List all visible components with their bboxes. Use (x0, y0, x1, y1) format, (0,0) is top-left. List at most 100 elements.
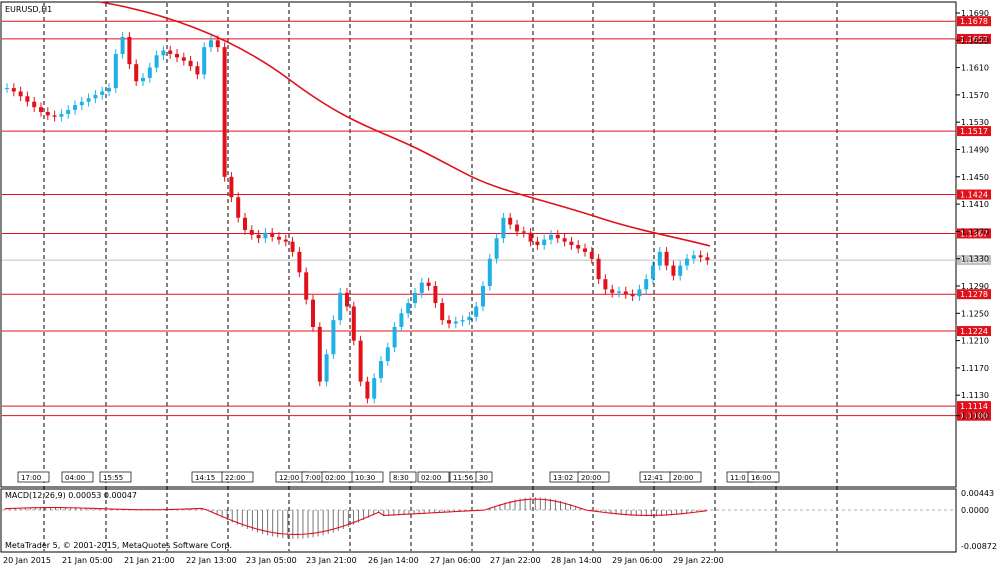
candle-body (5, 88, 9, 90)
trade-marker-label: 15:55 (103, 474, 123, 482)
trade-marker-label: 11:56 (453, 474, 474, 482)
copyright-text: MetaTrader 5, © 2001-2015, MetaQuotes So… (5, 541, 232, 550)
ma-line (99, 1, 711, 247)
trade-marker[interactable] (417, 471, 450, 483)
candle-body (651, 265, 655, 280)
trade-marker-label: 20:00 (581, 474, 601, 482)
candle-body (93, 94, 98, 99)
level-label-box (957, 189, 991, 200)
candle-body (562, 238, 567, 242)
candle-body (277, 236, 281, 240)
candle-body (664, 251, 669, 266)
candle-body (86, 98, 91, 102)
candle-body (555, 234, 560, 239)
trade-marker[interactable] (61, 471, 94, 483)
moving-average (99, 1, 711, 247)
candle-body (433, 286, 438, 304)
trade-marker-label: 02:00 (325, 474, 345, 482)
candle-body (79, 101, 84, 106)
candle-body (644, 279, 649, 290)
candle-body (515, 224, 519, 232)
candle-body (39, 107, 43, 112)
candle-body (569, 241, 574, 246)
level-label: 1.1114 (960, 402, 988, 411)
candle-body (365, 381, 370, 399)
level-label: 1.1678 (960, 17, 988, 26)
price-tick-label: 1.1450 (961, 173, 989, 182)
candle-body (671, 265, 676, 276)
candle-body (589, 251, 594, 259)
candle-body (385, 347, 390, 362)
trade-marker-label: 10:30 (355, 474, 375, 482)
candle-body (45, 111, 50, 116)
candle-body (623, 291, 628, 295)
candle-body (413, 292, 417, 304)
trade-marker[interactable] (351, 471, 384, 483)
price-tick-label: 1.1650 (961, 36, 989, 45)
price-tick-label: 1.1290 (961, 282, 989, 291)
candle-body (351, 306, 356, 341)
candle-body (100, 91, 105, 95)
price-tick-label: 1.1490 (961, 146, 989, 155)
trade-marker[interactable] (389, 471, 417, 483)
candle-body (175, 53, 179, 58)
trade-marker-label: 14:15 (195, 474, 215, 482)
candle-body (222, 47, 227, 177)
trade-marker[interactable] (577, 471, 610, 483)
macd-pane-frame (0, 488, 957, 553)
candle-body (168, 50, 173, 54)
candle-body (209, 40, 213, 48)
time-tick-label: 28 Jan 14:00 (551, 556, 602, 565)
level-label-box (957, 228, 991, 239)
time-tick-label: 29 Jan 22:00 (673, 556, 724, 565)
level-label: 1.1424 (960, 191, 988, 200)
candle-body (324, 354, 329, 382)
price-tick-label: 1.1330 (961, 255, 989, 264)
candle-body (487, 258, 492, 286)
candle-body (283, 239, 288, 242)
candle-body (11, 88, 16, 92)
candle-body (392, 326, 397, 348)
price-pane-frame (0, 1, 957, 488)
candle-body (59, 114, 64, 117)
trade-marker[interactable] (17, 471, 50, 483)
candle-body (317, 326, 322, 382)
level-label-box (957, 126, 991, 137)
candle-body (66, 109, 71, 115)
candle-body (311, 299, 315, 327)
trade-marker[interactable] (669, 471, 702, 483)
candle-body (147, 67, 152, 78)
candle-body (576, 245, 581, 249)
price-tick-label: 1.1100 (961, 412, 989, 421)
trade-marker[interactable] (475, 471, 493, 483)
candle-body (453, 321, 458, 324)
macd-tick-label: 0.00443 (961, 489, 994, 498)
candle-body (229, 176, 234, 198)
candle-body (603, 279, 608, 290)
level-label: 1.1100 (960, 412, 988, 421)
candle-body (290, 241, 295, 252)
candle-body (263, 232, 268, 239)
trade-marker-label: 13:02 (553, 474, 573, 482)
symbol-title: EURUSD,H1 (5, 5, 52, 14)
trade-marker[interactable] (99, 471, 132, 483)
trade-marker-label: 12:00 (279, 474, 299, 482)
candle-body (440, 303, 445, 321)
candle-body (18, 91, 23, 97)
trade-marker[interactable] (221, 471, 254, 483)
candle-body (481, 286, 485, 307)
candle-body (521, 231, 526, 233)
candle-body (154, 55, 159, 68)
candle-body (494, 238, 499, 259)
candle-body (52, 115, 57, 117)
candle-body (426, 282, 431, 286)
trade-marker[interactable] (747, 471, 780, 483)
time-axis: 20 Jan 2015 21 Jan 05:00 21 Jan 21:00 22 Ja… (3, 556, 724, 565)
candle-body (134, 64, 139, 82)
candle-body (419, 282, 424, 293)
trade-markers: 17:00 04:00 15:55 14:15 22:00 12:00 7:00 02:00 1… (17, 471, 780, 483)
candle-body (657, 251, 662, 266)
candle-body (141, 77, 145, 82)
candle-body (372, 378, 377, 399)
